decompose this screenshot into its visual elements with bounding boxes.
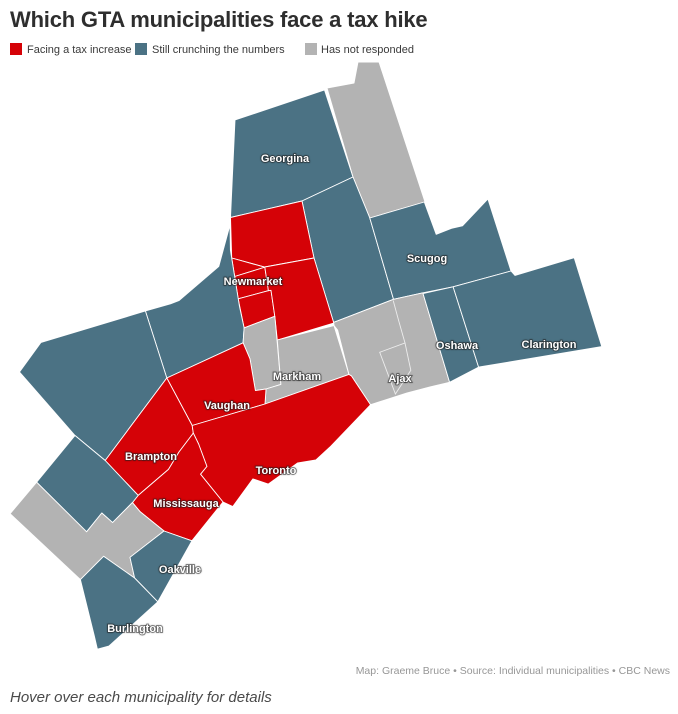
svg-text:Oshawa: Oshawa [436, 340, 479, 352]
svg-text:Markham: Markham [273, 371, 322, 383]
svg-text:Scugog: Scugog [407, 253, 447, 265]
svg-text:Newmarket: Newmarket [224, 276, 283, 288]
svg-text:Ajax: Ajax [388, 373, 412, 385]
svg-text:Mississauga: Mississauga [153, 498, 219, 510]
svg-text:Brampton: Brampton [125, 451, 177, 463]
svg-text:Toronto: Toronto [256, 465, 297, 477]
svg-text:Oakville: Oakville [159, 564, 201, 576]
svg-text:Vaughan: Vaughan [204, 400, 250, 412]
svg-text:Clarington: Clarington [522, 339, 577, 351]
svg-text:Georgina: Georgina [261, 153, 310, 165]
svg-text:Burlington: Burlington [107, 623, 163, 635]
